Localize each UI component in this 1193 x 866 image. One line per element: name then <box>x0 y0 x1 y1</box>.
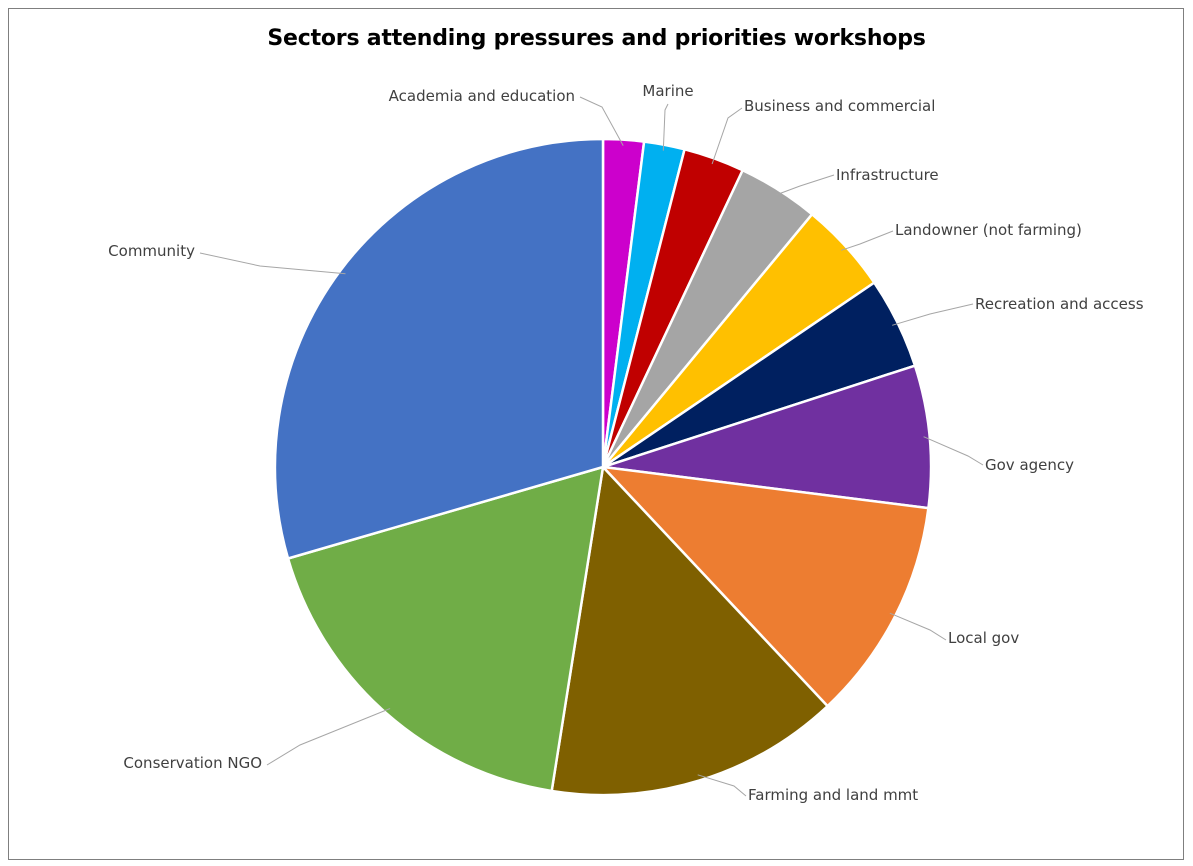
leader-lines <box>199 96 984 797</box>
data-label-conservation-ngo: Conservation NGO <box>123 754 262 772</box>
pie-slice-gov-agency <box>601 364 933 510</box>
pie-slices <box>273 137 933 797</box>
leader-line-conservation-ngo <box>266 708 391 766</box>
data-label-marine: Marine <box>642 82 693 100</box>
chart-title: Sectors attending pressures and prioriti… <box>267 26 926 51</box>
data-label-recreation-and-access: Recreation and access <box>975 295 1144 313</box>
leader-line-business-and-commercial <box>711 107 743 165</box>
leader-line-community <box>199 252 346 275</box>
leader-line-infrastructure <box>775 174 835 196</box>
data-label-business-and-commercial: Business and commercial <box>744 97 935 115</box>
data-label-landowner-not-farming: Landowner (not farming) <box>895 221 1082 239</box>
data-label-local-gov: Local gov <box>948 629 1019 647</box>
data-labels: Academia and education Marine Business and… <box>108 82 1144 804</box>
leader-line-local-gov <box>889 612 947 641</box>
leader-line-gov-agency <box>923 436 984 466</box>
data-label-infrastructure: Infrastructure <box>836 166 939 184</box>
pie-slice-farming-and-land-mmt <box>550 465 829 797</box>
data-label-community: Community <box>108 242 195 260</box>
data-label-farming-and-land-mmt: Farming and land mmt <box>748 786 918 804</box>
leader-line-academia-and-education <box>579 96 624 146</box>
leader-line-landowner-not-farming <box>841 230 894 251</box>
pie-slice-conservation-ngo <box>286 465 605 793</box>
leader-line-recreation-and-access <box>892 303 974 326</box>
data-label-academia-and-education: Academia and education <box>389 87 575 105</box>
leader-line-marine <box>662 103 669 151</box>
data-label-gov-agency: Gov agency <box>985 456 1074 474</box>
pie-slice-community <box>273 137 605 560</box>
leader-line-farming-and-land-mmt <box>697 774 747 797</box>
